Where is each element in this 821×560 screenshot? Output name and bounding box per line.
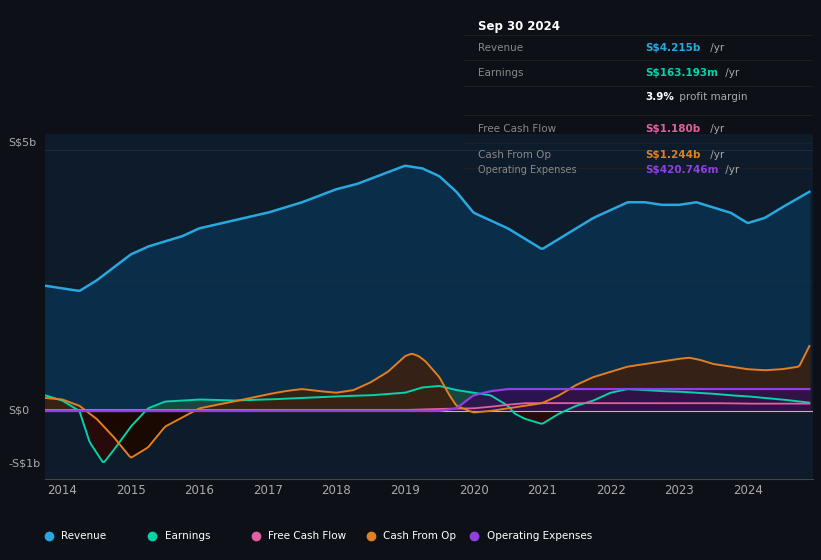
Text: S$1.180b: S$1.180b <box>645 124 700 133</box>
Text: /yr: /yr <box>707 151 724 160</box>
Text: Earnings: Earnings <box>165 531 210 541</box>
Text: profit margin: profit margin <box>676 92 747 101</box>
Text: S$4.215b: S$4.215b <box>645 43 700 53</box>
Text: /yr: /yr <box>707 43 724 53</box>
Text: S$1.244b: S$1.244b <box>645 151 701 160</box>
Text: S$163.193m: S$163.193m <box>645 68 718 78</box>
Text: S$0: S$0 <box>8 406 30 416</box>
Text: /yr: /yr <box>722 165 740 175</box>
Text: -S$1b: -S$1b <box>8 458 40 468</box>
Text: /yr: /yr <box>722 68 740 78</box>
Text: Revenue: Revenue <box>478 43 523 53</box>
Text: Revenue: Revenue <box>62 531 107 541</box>
Text: Cash From Op: Cash From Op <box>383 531 456 541</box>
Text: Operating Expenses: Operating Expenses <box>478 165 576 175</box>
Text: Free Cash Flow: Free Cash Flow <box>268 531 346 541</box>
Text: Earnings: Earnings <box>478 68 523 78</box>
Text: Cash From Op: Cash From Op <box>478 151 551 160</box>
Text: S$5b: S$5b <box>8 137 36 147</box>
Text: Operating Expenses: Operating Expenses <box>487 531 592 541</box>
Text: /yr: /yr <box>707 124 724 133</box>
Text: S$420.746m: S$420.746m <box>645 165 719 175</box>
Text: 3.9%: 3.9% <box>645 92 674 101</box>
Text: Sep 30 2024: Sep 30 2024 <box>478 20 560 32</box>
Text: Free Cash Flow: Free Cash Flow <box>478 124 556 133</box>
